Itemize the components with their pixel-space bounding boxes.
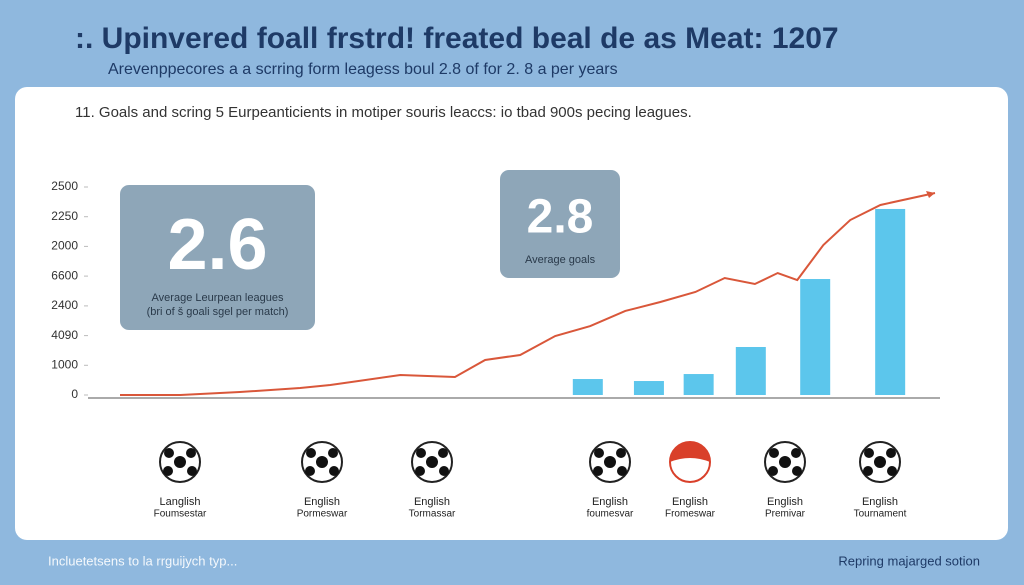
- icon-label: Premivar: [765, 509, 806, 520]
- line: [120, 192, 936, 396]
- ball-patch: [863, 466, 873, 476]
- ball-patch: [316, 456, 328, 468]
- ball-patch: [864, 448, 874, 458]
- ball-patch: [593, 466, 603, 476]
- ball-patch: [792, 466, 802, 476]
- arrow-head: [926, 190, 935, 198]
- y-tick-label: 2400: [51, 298, 78, 312]
- bar: [735, 346, 766, 395]
- stat-label: (bri of š goali sgel per match): [147, 306, 289, 318]
- icon-label: English: [414, 496, 450, 508]
- ball-patch: [305, 466, 315, 476]
- ball-patch: [617, 466, 627, 476]
- y-tick-label: 6600: [51, 268, 78, 282]
- y-tick-label: 1000: [51, 357, 78, 371]
- icon-label: foumesvar: [587, 509, 634, 520]
- ball-patch: [769, 448, 779, 458]
- ball-patch: [187, 466, 197, 476]
- ball-patch: [886, 448, 896, 458]
- ball-patch: [438, 448, 448, 458]
- ball-patch: [329, 466, 339, 476]
- ball-patch: [186, 448, 196, 458]
- stat-value: 2.8: [527, 191, 594, 244]
- subtitle: Arevenppecores a a scrring form leagess …: [108, 61, 618, 78]
- ball-patch: [594, 448, 604, 458]
- stat-card: [120, 185, 315, 330]
- ball-patch: [306, 448, 316, 458]
- y-tick-label: 2000: [51, 239, 78, 253]
- ball-icon: [669, 441, 711, 483]
- ball-patch: [791, 448, 801, 458]
- ball-icon: [301, 441, 343, 483]
- y-tick-label: 2250: [51, 209, 78, 223]
- ball-icon: [764, 441, 806, 483]
- icon-label: English: [304, 496, 340, 508]
- title: :. Upinvered foall frstrd! freated beal …: [75, 22, 839, 55]
- icon-label: Langlish: [160, 496, 201, 508]
- y-tick-label: 0: [71, 387, 78, 401]
- ball-patch: [328, 448, 338, 458]
- icon-label: English: [862, 496, 898, 508]
- ball-patch: [768, 466, 778, 476]
- ball-stripe: [670, 442, 710, 462]
- ball-icon: [159, 441, 201, 483]
- icon-label: English: [672, 496, 708, 508]
- footer-right: Repring majarged sotion: [838, 553, 980, 568]
- bar: [875, 208, 906, 395]
- bar: [800, 279, 831, 395]
- chart-title: 11. Goals and scring 5 Eurpeanticients i…: [75, 104, 692, 121]
- y-tick-label: 2500: [51, 179, 78, 193]
- ball-icon: [411, 441, 453, 483]
- ball-patch: [164, 448, 174, 458]
- ball-patch: [874, 456, 886, 468]
- icon-label: Tormassar: [409, 509, 456, 520]
- ball-patch: [616, 448, 626, 458]
- icon-label: Fromeswar: [665, 509, 716, 520]
- ball-patch: [163, 466, 173, 476]
- bar: [683, 374, 714, 395]
- ball-patch: [174, 456, 186, 468]
- ball-icon: [589, 441, 631, 483]
- icon-label: English: [767, 496, 803, 508]
- y-tick-label: 4090: [51, 328, 78, 342]
- ball-patch: [779, 456, 791, 468]
- ball-patch: [426, 456, 438, 468]
- icon-label: English: [592, 496, 628, 508]
- footer-left: Incluetetsens to la rrguijych typ...: [48, 553, 237, 568]
- ball-icon: [859, 441, 901, 483]
- stat-value: 2.6: [167, 205, 267, 285]
- ball-patch: [415, 466, 425, 476]
- icon-label: Pormeswar: [297, 509, 348, 520]
- ball-patch: [416, 448, 426, 458]
- stat-label: Average Leurpean leagues: [152, 292, 284, 304]
- ball-patch: [604, 456, 616, 468]
- bar: [633, 381, 664, 395]
- icon-label: Tournament: [854, 509, 907, 520]
- bar: [572, 379, 603, 395]
- stat-label: Average goals: [525, 254, 596, 266]
- ball-patch: [439, 466, 449, 476]
- ball-patch: [887, 466, 897, 476]
- stat-card: [500, 170, 620, 278]
- icon-label: Foumsestar: [154, 509, 207, 520]
